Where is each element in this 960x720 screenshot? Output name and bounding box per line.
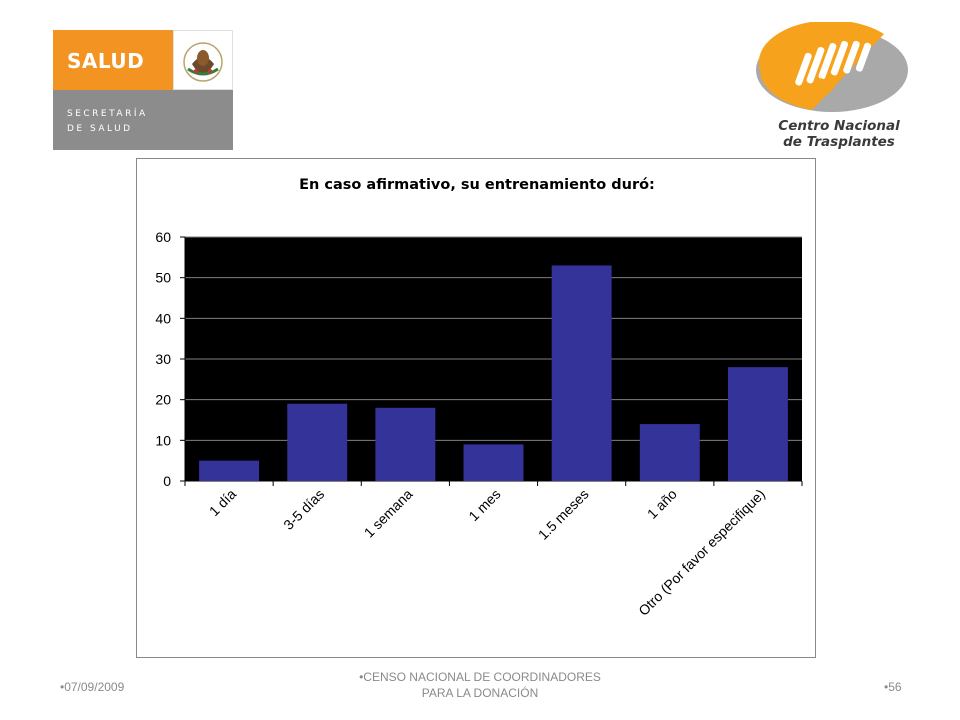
bar (375, 407, 436, 481)
x-tick-label: 1 día (206, 486, 239, 519)
cnt-logo-line1: Centro Nacional (778, 118, 900, 134)
bar (287, 403, 348, 481)
bar (551, 265, 612, 481)
footer-title-line2: PARA LA DONACIÓN (421, 686, 539, 700)
salud-logo-grey-block (53, 90, 233, 150)
y-tick-label: 20 (155, 392, 171, 408)
x-tick-label: 1.5 meses (535, 486, 592, 543)
chart-title: En caso afirmativo, su entrenamiento dur… (299, 177, 655, 193)
hands-heart-icon (756, 20, 908, 112)
secretaria-salud-logo: SALUD SECRETARÍA DE SALUD (53, 30, 233, 150)
y-tick-label: 40 (155, 310, 171, 326)
y-tick-label: 30 (155, 351, 171, 367)
y-tick-label: 60 (155, 229, 171, 245)
y-tick-label: 10 (155, 432, 171, 448)
x-tick-label: 3-5 días (280, 486, 327, 533)
salud-logo-line1: SECRETARÍA (67, 109, 148, 119)
footer-date: •07/09/2009 (60, 680, 125, 694)
y-tick-label: 0 (163, 473, 171, 489)
salud-logo-line2: DE SALUD (67, 124, 133, 134)
x-tick-label: 1 año (644, 486, 680, 522)
footer-page-text: 56 (888, 680, 902, 694)
x-tick-label: 1 semana (361, 486, 416, 541)
bar (727, 367, 788, 481)
footer-title-line1: •CENSO NACIONAL DE COORDINADORES (359, 670, 601, 684)
bar-chart: 0 10 20 30 40 50 60 1 día 3-5 días 1 semana 1 mes 1… (155, 229, 803, 619)
footer-date-text: 07/09/2009 (64, 680, 125, 694)
mexican-coat-of-arms-icon (173, 30, 233, 90)
footer-title: •CENSO NACIONAL DE COORDINADORES PARA LA… (330, 669, 630, 701)
bar (199, 460, 260, 481)
chart-frame: En caso afirmativo, su entrenamiento dur… (136, 158, 816, 658)
footer-title-line1-text: CENSO NACIONAL DE COORDINADORES (363, 670, 601, 684)
bar (463, 444, 524, 481)
bar (639, 424, 700, 481)
centro-nacional-trasplantes-logo: Centro Nacional de Trasplantes (752, 20, 912, 152)
x-tick-label: 1 mes (465, 486, 503, 524)
y-tick-label: 50 (155, 270, 171, 286)
salud-logo-orange-block (53, 30, 173, 90)
salud-logo-word: SALUD (67, 49, 145, 73)
cnt-logo-line2: de Trasplantes (783, 134, 895, 150)
footer-page-number: •56 (884, 680, 902, 694)
